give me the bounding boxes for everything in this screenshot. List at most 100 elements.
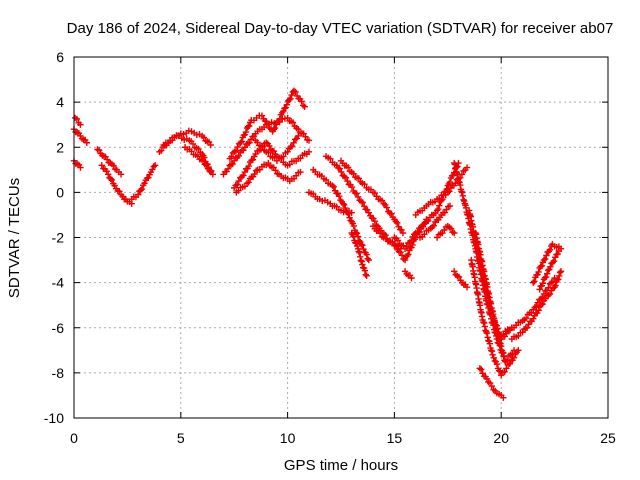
data-point [490, 354, 497, 362]
data-point [398, 226, 405, 234]
data-point [270, 126, 278, 133]
data-point [555, 272, 563, 280]
data-point [463, 164, 471, 171]
data-point [548, 279, 555, 286]
data-point [383, 204, 390, 211]
data-point [421, 231, 428, 238]
data-point [520, 325, 528, 333]
data-point [246, 139, 253, 146]
data-point [238, 138, 245, 145]
data-point [480, 319, 488, 327]
data-point [488, 347, 495, 354]
data-point [245, 179, 252, 186]
data-point [360, 245, 367, 253]
data-point [500, 349, 507, 357]
data-point [240, 172, 247, 179]
data-point [495, 367, 503, 374]
data-point [288, 91, 295, 99]
data-point [488, 347, 496, 355]
data-point [501, 368, 508, 376]
data-point [544, 266, 552, 274]
data-point [209, 171, 217, 178]
data-point [358, 258, 365, 265]
data-point [478, 366, 485, 373]
data-point [476, 365, 484, 372]
data-point [301, 103, 308, 110]
data-point [362, 271, 369, 278]
data-point [158, 147, 165, 154]
data-point [145, 174, 152, 181]
data-point [276, 115, 283, 122]
data-point [486, 340, 494, 347]
y-tick-label: -10 [44, 410, 64, 426]
data-point [356, 249, 363, 257]
data-point [288, 142, 296, 150]
data-point [151, 162, 159, 169]
data-point [485, 337, 492, 344]
data-point [284, 148, 291, 155]
data-point [345, 210, 352, 217]
data-point [282, 104, 289, 111]
data-point [339, 200, 347, 207]
data-point [449, 172, 457, 179]
data-point [98, 162, 105, 169]
data-point [77, 121, 84, 128]
data-point [357, 198, 365, 205]
data-point [536, 286, 543, 293]
data-point [539, 280, 547, 287]
data-point [280, 107, 287, 115]
data-point [359, 199, 366, 206]
data-point [394, 219, 401, 227]
data-point [237, 139, 244, 146]
data-point [463, 283, 471, 291]
data-point [503, 356, 511, 363]
y-tick-label: -6 [52, 320, 65, 336]
data-point [322, 176, 330, 184]
data-point [538, 301, 545, 309]
data-point [530, 279, 537, 286]
data-point [83, 139, 91, 146]
data-point [272, 167, 279, 174]
x-tick-label: 10 [280, 430, 296, 446]
data-point [376, 229, 384, 237]
data-point [350, 170, 357, 177]
data-point [386, 209, 394, 217]
data-point [134, 191, 142, 198]
data-point [108, 176, 116, 184]
data-point [392, 218, 400, 225]
data-point [552, 282, 559, 289]
data-point [363, 251, 370, 258]
y-tick-labels: -10 -8 -6 -4 -2 0 2 4 6 [44, 49, 64, 426]
data-point [515, 347, 522, 354]
data-point [116, 188, 123, 195]
data-point [479, 370, 486, 377]
data-point [371, 189, 379, 197]
data-point [545, 292, 552, 299]
data-point [365, 256, 372, 264]
data-point [503, 365, 510, 372]
data-point [535, 268, 542, 276]
data-point [414, 228, 421, 235]
y-tick-label: 2 [56, 139, 64, 155]
data-point [447, 225, 455, 232]
data-point [342, 204, 349, 212]
data-point [357, 253, 364, 261]
data-point [344, 164, 352, 171]
data-point [344, 177, 351, 185]
data-point [408, 274, 415, 282]
data-point [451, 229, 458, 237]
data-point [117, 171, 125, 178]
data-point [344, 209, 351, 216]
data-point [493, 360, 501, 368]
data-point [488, 382, 496, 390]
data-point [292, 88, 299, 96]
data-point [350, 233, 357, 240]
data-point [540, 256, 548, 264]
data-point [555, 276, 562, 283]
data-point [478, 313, 486, 320]
data-point [297, 168, 304, 176]
data-point [298, 98, 305, 105]
y-tick-label: -2 [52, 230, 65, 246]
data-point [429, 223, 436, 231]
